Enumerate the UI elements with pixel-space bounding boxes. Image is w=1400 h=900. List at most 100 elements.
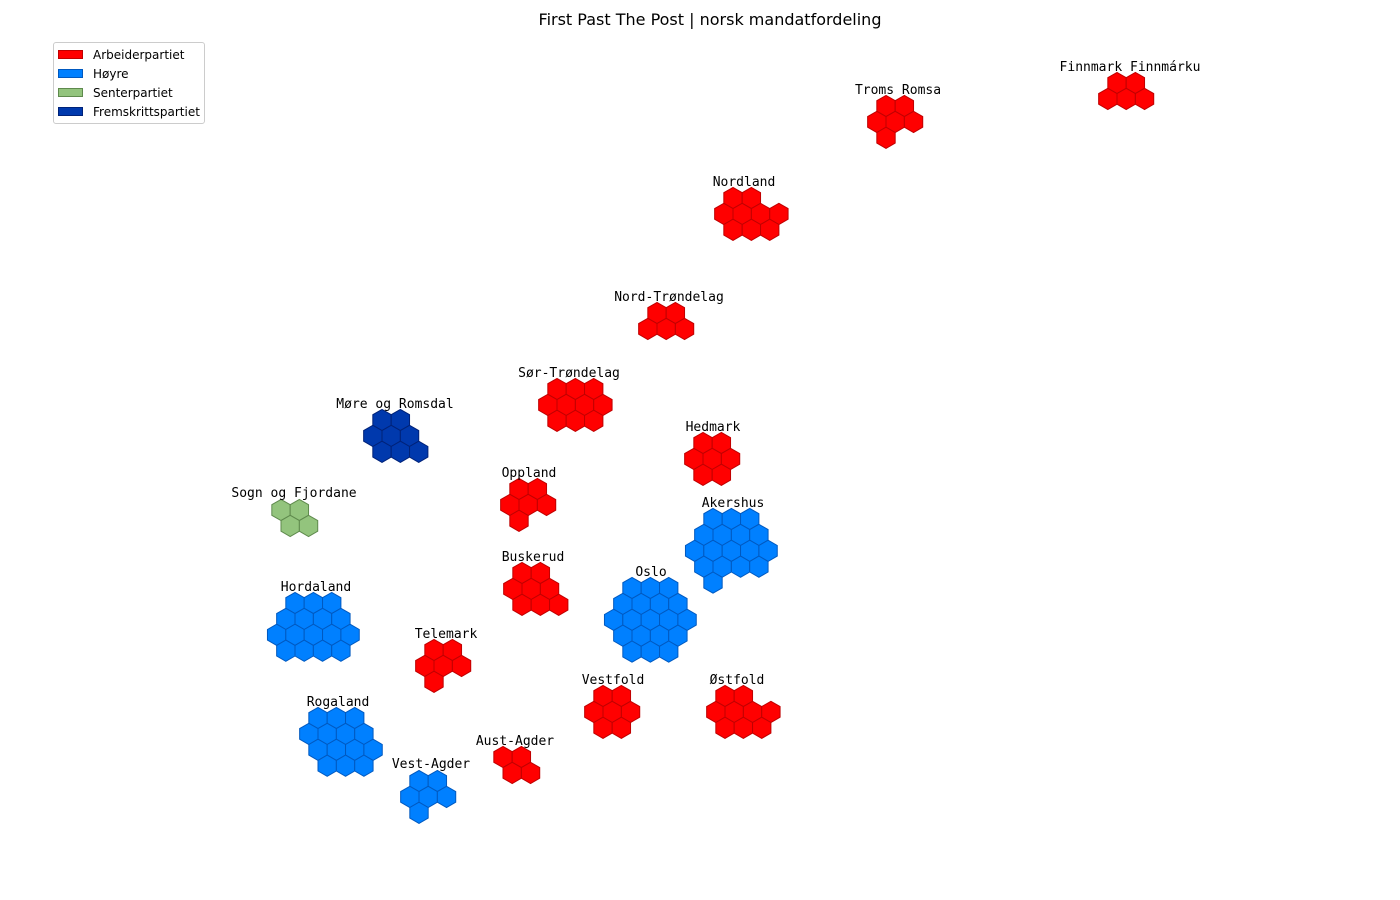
seat-hex [502,761,522,785]
district-sor-trondelag: Sør-Trøndelag [518,366,620,432]
seat-hex [390,440,411,463]
seat-hex [280,514,300,538]
seat-hex [903,110,924,134]
seat-hex [674,317,695,341]
seat-hex [509,509,529,532]
district-troms-romsa: Troms Romsa [855,83,941,149]
legend-swatch [58,107,83,116]
seat-hex [317,754,337,777]
legend-swatch [58,88,83,97]
district-label: Møre og Romsdal [336,397,453,412]
district-label: Buskerud [502,550,565,565]
seat-hex [1134,87,1155,111]
seat-hex [638,317,658,341]
district-label: Troms Romsa [855,83,941,98]
district-label: Østfold [710,673,765,688]
seat-hex [876,126,896,149]
seat-hex [640,640,661,663]
seat-hex [424,670,444,693]
district-telemark: Telemark [415,627,478,693]
seat-hex [294,639,314,662]
district-label: Akershus [702,496,765,511]
district-label: Nord-Trøndelag [614,290,724,305]
seat-hex [715,716,735,739]
seat-hex [312,639,333,662]
seat-hex [549,593,569,616]
legend-swatch [58,50,83,59]
district-hordaland: Hordaland [266,580,360,662]
seat-hex [656,317,676,341]
seat-hex [436,785,457,809]
district-label: Vest-Agder [392,757,470,772]
district-label: Vestfold [582,673,645,688]
seat-hex [530,593,551,616]
seat-hex [741,218,762,241]
seat-hex [584,409,604,432]
district-label: Sogn og Fjordane [231,486,356,501]
district-label: Nordland [713,175,776,190]
district-vest-agder: Vest-Agder [392,757,470,824]
seat-hex [565,409,586,432]
district-sogn-og-fjordane: Sogn og Fjordane [231,486,357,538]
seat-hex [1116,87,1136,111]
district-oslo: Oslo [603,565,697,663]
seat-hex [335,754,356,777]
district-akershus: Akershus [684,496,778,594]
seat-hex [409,801,429,824]
district-nord-trondelag: Nord-Trøndelag [614,290,724,341]
legend-label: Fremskrittspartiet [93,104,200,119]
seat-hex [547,409,567,432]
district-label: Finnmark Finnmárku [1060,60,1201,75]
district-label: Rogaland [307,695,370,710]
legend-item-hoyre: Høyre [54,64,204,83]
seat-hex [622,640,642,663]
district-hedmark: Hedmark [684,420,741,486]
district-aust-agder: Aust-Agder [476,734,554,785]
district-rogaland: Rogaland [299,695,383,777]
district-label: Sør-Trøndelag [518,366,620,381]
seat-hex [752,716,772,739]
seat-hex [331,639,351,662]
district-label: Aust-Agder [476,734,554,749]
seat-hex [749,555,769,578]
seat-hex [372,440,392,463]
legend-item-senterpartiet: Senterpartiet [54,83,204,102]
seat-hex [520,761,541,785]
district-oppland: Oppland [500,466,557,532]
legend: Arbeiderpartiet Høyre Senterpartiet Frem… [53,42,205,124]
seat-hex [451,654,472,678]
district-ostfold: Østfold [706,673,781,739]
legend-label: Høyre [93,66,129,81]
district-finnmark-finnmarku: Finnmark Finnmárku [1060,60,1201,111]
seat-hex [354,754,374,777]
district-label: Oppland [502,466,557,481]
seat-hex [1098,87,1118,111]
legend-label: Senterpartiet [93,85,173,100]
district-label: Oslo [635,565,666,580]
seat-hex [536,493,557,517]
legend-swatch [58,69,83,78]
legend-label: Arbeiderpartiet [93,47,185,62]
district-buskerud: Buskerud [502,550,569,616]
district-more-og-romsdal: Møre og Romsdal [336,397,454,463]
chart-title: First Past The Post | norsk mandatfordel… [538,10,882,29]
seat-hex [276,639,296,662]
seat-hex [659,640,679,663]
seat-hex [693,463,713,486]
seat-hex [593,716,613,739]
seat-hex [723,218,743,241]
district-nordland: Nordland [713,175,789,241]
district-label: Hedmark [686,420,741,435]
district-vestfold: Vestfold [582,673,645,739]
legend-item-fremskrittspartiet: Fremskrittspartiet [54,102,204,121]
seat-hex [730,555,751,578]
seat-hex [611,716,632,739]
seat-hex [711,463,732,486]
seat-hex [409,440,429,463]
district-label: Hordaland [281,580,351,595]
legend-item-arbeiderpartiet: Arbeiderpartiet [54,45,204,64]
seat-hex [733,716,754,739]
district-label: Telemark [415,627,478,642]
seat-hex [512,593,532,616]
